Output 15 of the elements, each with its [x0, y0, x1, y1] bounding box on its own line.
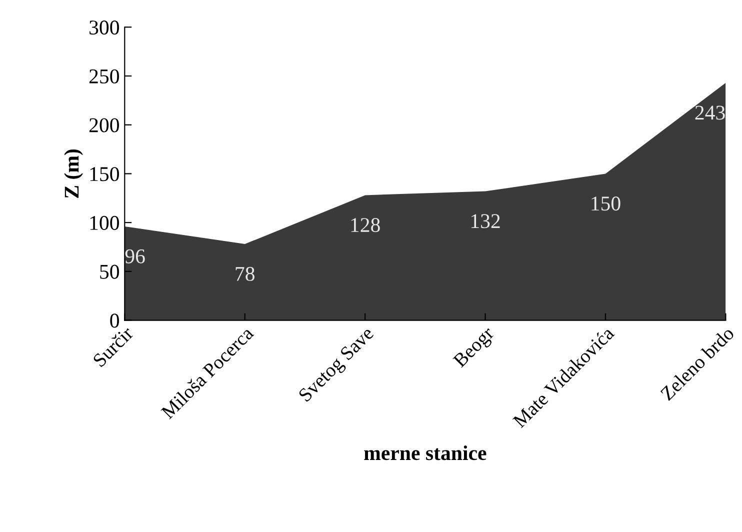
y-tick-label: 200	[89, 118, 119, 132]
y-axis-title: Z (m)	[64, 149, 83, 198]
x-axis-title: merne stanice	[364, 445, 486, 460]
data-label: 96	[125, 249, 145, 264]
data-label: 132	[471, 214, 500, 228]
data-label: 150	[592, 196, 620, 211]
y-tick-label: 50	[100, 264, 119, 279]
y-tick-label: 100	[90, 216, 119, 230]
data-label: 243	[695, 106, 725, 120]
y-tick-label: 0	[110, 314, 119, 328]
data-label: 78	[236, 266, 254, 281]
y-tick-label: 250	[89, 69, 119, 84]
y-tick-label: 300	[90, 20, 119, 35]
y-tick-label: 150	[90, 167, 119, 182]
data-label: 128	[351, 218, 380, 232]
